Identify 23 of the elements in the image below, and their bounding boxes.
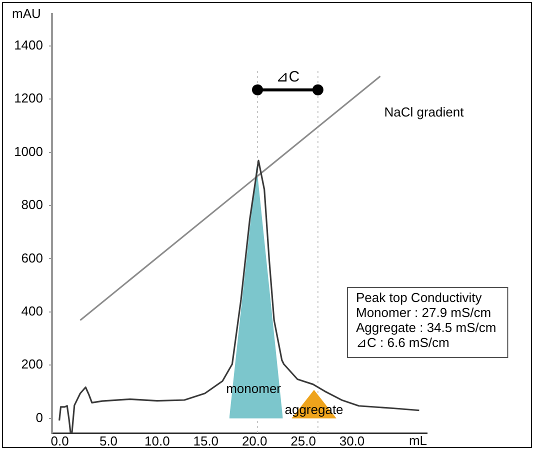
y-tick-label: 600 xyxy=(21,250,43,266)
y-tick-label: 200 xyxy=(21,356,43,372)
x-tick-label: 0.0 xyxy=(50,433,69,448)
annotation: Aggregate : 34.5 mS/cm xyxy=(356,320,496,336)
annotation: ⊿C xyxy=(276,68,300,86)
y-tick-label: 1400 xyxy=(14,38,43,52)
x-tick-label: 15.0 xyxy=(193,433,219,448)
x-tick-label: 30.0 xyxy=(339,433,365,448)
x-axis-title: mL xyxy=(408,433,427,448)
x-tick-label: 25.0 xyxy=(290,433,316,448)
y-tick-label: 1200 xyxy=(14,90,43,106)
y-tick-label: 1000 xyxy=(14,144,43,159)
annotation: ⊿C : 6.6 mS/cm xyxy=(356,335,450,350)
x-tick-label: 10.0 xyxy=(144,433,170,448)
y-tick-label: 0 xyxy=(36,410,43,425)
y-tick-label: 800 xyxy=(21,197,43,212)
y-axis-title: mAU xyxy=(12,6,41,22)
x-tick-label: 5.0 xyxy=(99,433,118,448)
annotation: Monomer : 27.9 mS/cm xyxy=(356,305,492,320)
annotation: Peak top Conductivity xyxy=(356,290,482,306)
series-label: NaCl gradient xyxy=(384,104,464,120)
x-tick-label: 20.0 xyxy=(242,433,268,448)
y-tick-label: 400 xyxy=(21,304,43,319)
